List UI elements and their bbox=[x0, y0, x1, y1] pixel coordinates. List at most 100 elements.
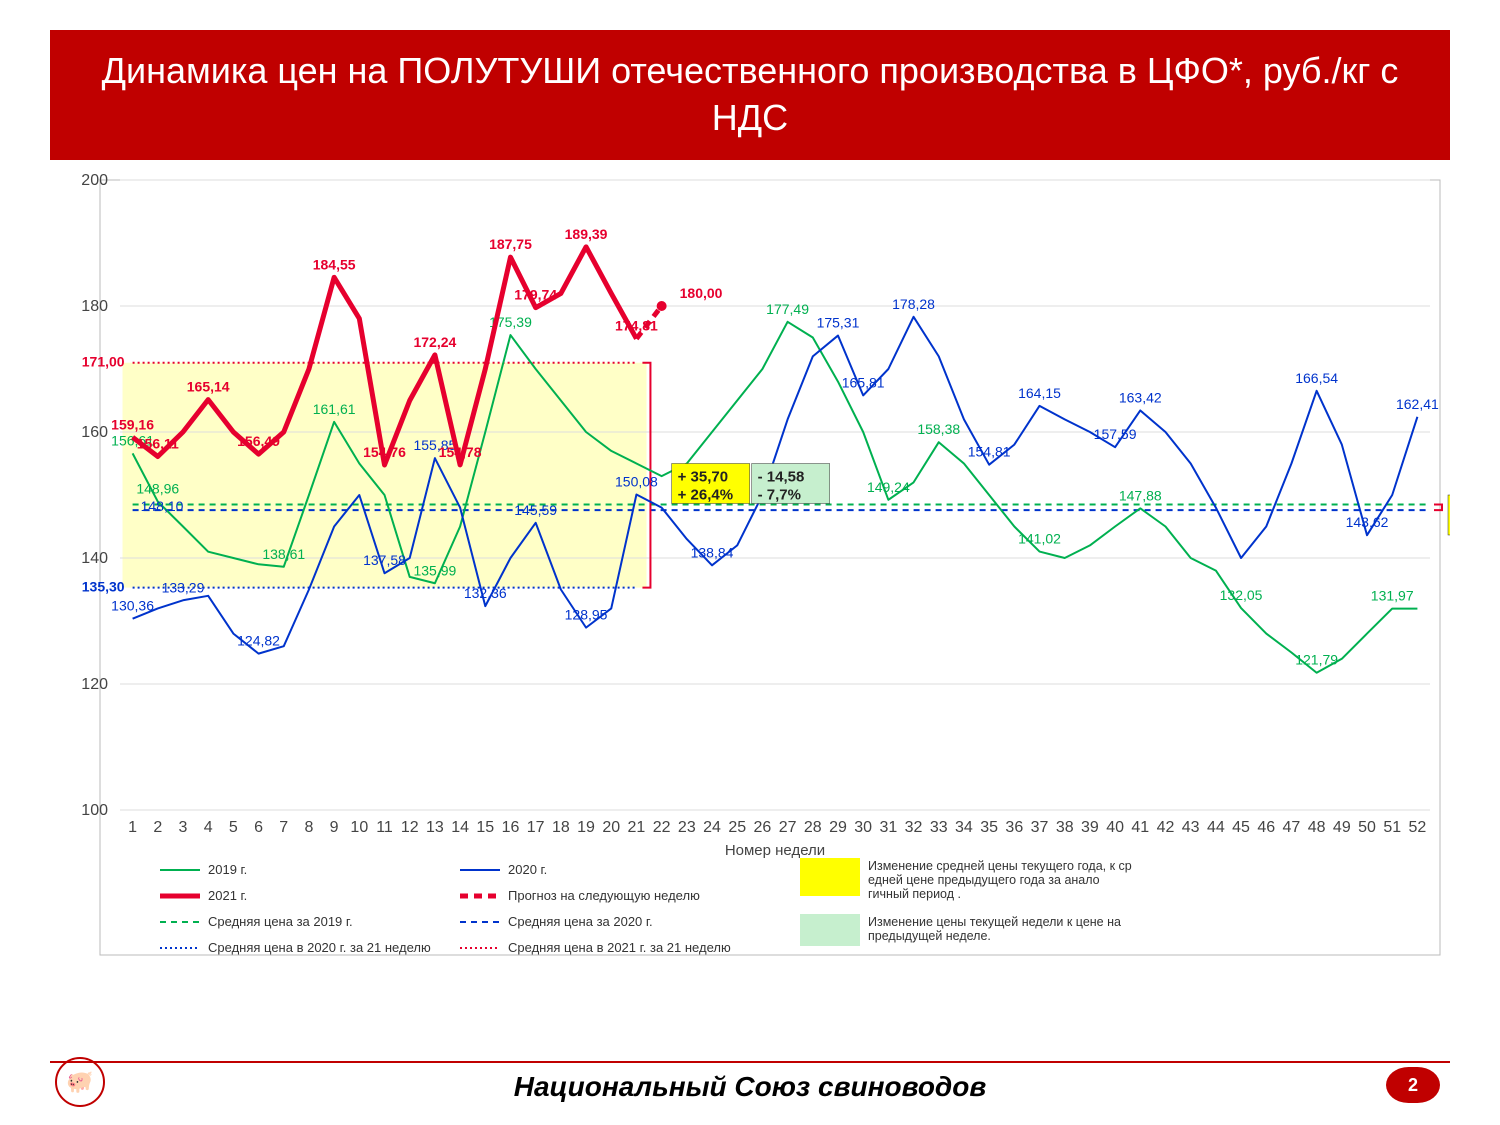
svg-text:44: 44 bbox=[1207, 819, 1225, 836]
svg-text:150,08: 150,08 bbox=[615, 473, 658, 489]
svg-text:158,38: 158,38 bbox=[917, 421, 960, 437]
svg-text:28: 28 bbox=[804, 819, 822, 836]
svg-text:предыдущей неделе.: предыдущей неделе. bbox=[868, 929, 991, 943]
chart: 1001201401601802001234567891011121314151… bbox=[50, 170, 1450, 990]
svg-text:156,49: 156,49 bbox=[237, 433, 280, 449]
svg-text:133,29: 133,29 bbox=[162, 579, 205, 595]
page-number-badge: 2 bbox=[1386, 1067, 1440, 1103]
svg-text:30: 30 bbox=[854, 819, 872, 836]
svg-text:165,81: 165,81 bbox=[842, 374, 885, 390]
footer-rule bbox=[50, 1061, 1450, 1063]
svg-text:22: 22 bbox=[653, 819, 671, 836]
svg-text:187,75: 187,75 bbox=[489, 236, 532, 252]
svg-text:36: 36 bbox=[1005, 819, 1023, 836]
svg-text:131,97: 131,97 bbox=[1371, 587, 1414, 603]
slide: Динамика цен на ПОЛУТУШИ отечественного … bbox=[0, 0, 1500, 1125]
svg-text:46: 46 bbox=[1257, 819, 1275, 836]
svg-text:16: 16 bbox=[502, 819, 520, 836]
svg-text:159,16: 159,16 bbox=[111, 416, 154, 432]
svg-text:- 7,7%: - 7,7% bbox=[758, 486, 801, 503]
svg-text:148,10: 148,10 bbox=[141, 498, 184, 514]
svg-text:200: 200 bbox=[81, 172, 108, 189]
svg-text:49: 49 bbox=[1333, 819, 1351, 836]
svg-text:Изменение средней цены текущег: Изменение средней цены текущего года, к … bbox=[868, 859, 1132, 873]
svg-text:15: 15 bbox=[476, 819, 494, 836]
svg-text:Средняя цена за 2020 г.: Средняя цена за 2020 г. bbox=[508, 914, 653, 929]
svg-text:2019 г.: 2019 г. bbox=[208, 862, 247, 877]
svg-text:45: 45 bbox=[1232, 819, 1250, 836]
svg-text:166,54: 166,54 bbox=[1295, 369, 1338, 385]
chart-title: Динамика цен на ПОЛУТУШИ отечественного … bbox=[50, 30, 1450, 160]
svg-text:Средняя цена за 2019 г.: Средняя цена за 2019 г. bbox=[208, 914, 353, 929]
svg-text:+ 35,70: + 35,70 bbox=[678, 468, 728, 485]
svg-text:34: 34 bbox=[955, 819, 973, 836]
svg-text:гичный период .: гичный период . bbox=[868, 887, 961, 901]
svg-text:39: 39 bbox=[1081, 819, 1099, 836]
svg-text:14: 14 bbox=[451, 819, 469, 836]
svg-text:177,49: 177,49 bbox=[766, 300, 809, 316]
svg-text:1: 1 bbox=[128, 819, 137, 836]
svg-text:едней цене предыдущего года за: едней цене предыдущего года за анало bbox=[868, 873, 1100, 887]
svg-text:7: 7 bbox=[279, 819, 288, 836]
svg-text:130,36: 130,36 bbox=[111, 597, 154, 613]
svg-text:40: 40 bbox=[1106, 819, 1124, 836]
svg-text:29: 29 bbox=[829, 819, 847, 836]
chart-svg: 1001201401601802001234567891011121314151… bbox=[50, 170, 1450, 990]
svg-text:10: 10 bbox=[350, 819, 368, 836]
svg-text:23: 23 bbox=[678, 819, 696, 836]
svg-text:26: 26 bbox=[754, 819, 772, 836]
svg-text:171,00: 171,00 bbox=[82, 353, 125, 369]
svg-text:160: 160 bbox=[81, 424, 108, 441]
svg-text:179,74: 179,74 bbox=[514, 286, 557, 302]
svg-text:19: 19 bbox=[577, 819, 595, 836]
svg-text:6: 6 bbox=[254, 819, 263, 836]
svg-text:3: 3 bbox=[179, 819, 188, 836]
svg-text:Прогноз на следующую неделю: Прогноз на следующую неделю bbox=[508, 888, 700, 903]
svg-text:137,58: 137,58 bbox=[363, 552, 406, 568]
footer: Национальный Союз свиноводов bbox=[0, 1061, 1500, 1103]
svg-text:42: 42 bbox=[1157, 819, 1175, 836]
svg-text:17: 17 bbox=[527, 819, 545, 836]
svg-text:2020 г.: 2020 г. bbox=[508, 862, 547, 877]
svg-text:24: 24 bbox=[703, 819, 721, 836]
svg-text:149,24: 149,24 bbox=[867, 478, 910, 494]
svg-text:37: 37 bbox=[1031, 819, 1049, 836]
svg-text:9: 9 bbox=[330, 819, 339, 836]
svg-text:178,28: 178,28 bbox=[892, 295, 935, 311]
svg-text:154,78: 154,78 bbox=[439, 443, 482, 459]
svg-text:128,95: 128,95 bbox=[565, 606, 608, 622]
svg-text:Средняя цена в 2021 г. за 21 н: Средняя цена в 2021 г. за 21 неделю bbox=[508, 940, 731, 955]
svg-text:Изменение цены текущей недели: Изменение цены текущей недели к цене на bbox=[868, 915, 1121, 929]
svg-text:12: 12 bbox=[401, 819, 419, 836]
svg-text:48: 48 bbox=[1308, 819, 1326, 836]
svg-text:Номер недели: Номер недели bbox=[725, 842, 825, 859]
svg-text:47: 47 bbox=[1283, 819, 1301, 836]
svg-text:180,00: 180,00 bbox=[680, 285, 723, 301]
svg-text:180: 180 bbox=[81, 298, 108, 315]
svg-text:154,81: 154,81 bbox=[968, 443, 1011, 459]
svg-text:132,05: 132,05 bbox=[1220, 587, 1263, 603]
svg-text:50: 50 bbox=[1358, 819, 1376, 836]
footer-text: Национальный Союз свиноводов bbox=[514, 1071, 987, 1102]
svg-text:4: 4 bbox=[204, 819, 213, 836]
svg-text:157,59: 157,59 bbox=[1094, 426, 1137, 442]
svg-text:156,11: 156,11 bbox=[137, 435, 179, 451]
svg-text:147,88: 147,88 bbox=[1119, 487, 1162, 503]
svg-text:175,31: 175,31 bbox=[817, 314, 860, 330]
svg-text:172,24: 172,24 bbox=[413, 333, 456, 349]
svg-text:43: 43 bbox=[1182, 819, 1200, 836]
svg-text:161,61: 161,61 bbox=[313, 400, 356, 416]
svg-text:- 14,58: - 14,58 bbox=[758, 468, 805, 485]
svg-text:38: 38 bbox=[1056, 819, 1074, 836]
svg-text:141,02: 141,02 bbox=[1018, 530, 1061, 546]
svg-text:11: 11 bbox=[376, 819, 393, 836]
svg-text:35: 35 bbox=[980, 819, 998, 836]
svg-text:+ 26,4%: + 26,4% bbox=[678, 486, 733, 503]
svg-text:100: 100 bbox=[81, 802, 108, 819]
svg-text:132,36: 132,36 bbox=[464, 585, 507, 601]
svg-text:52: 52 bbox=[1409, 819, 1427, 836]
svg-text:41: 41 bbox=[1131, 819, 1149, 836]
svg-text:164,15: 164,15 bbox=[1018, 384, 1061, 400]
svg-text:135,30: 135,30 bbox=[82, 578, 125, 594]
svg-text:8: 8 bbox=[304, 819, 313, 836]
